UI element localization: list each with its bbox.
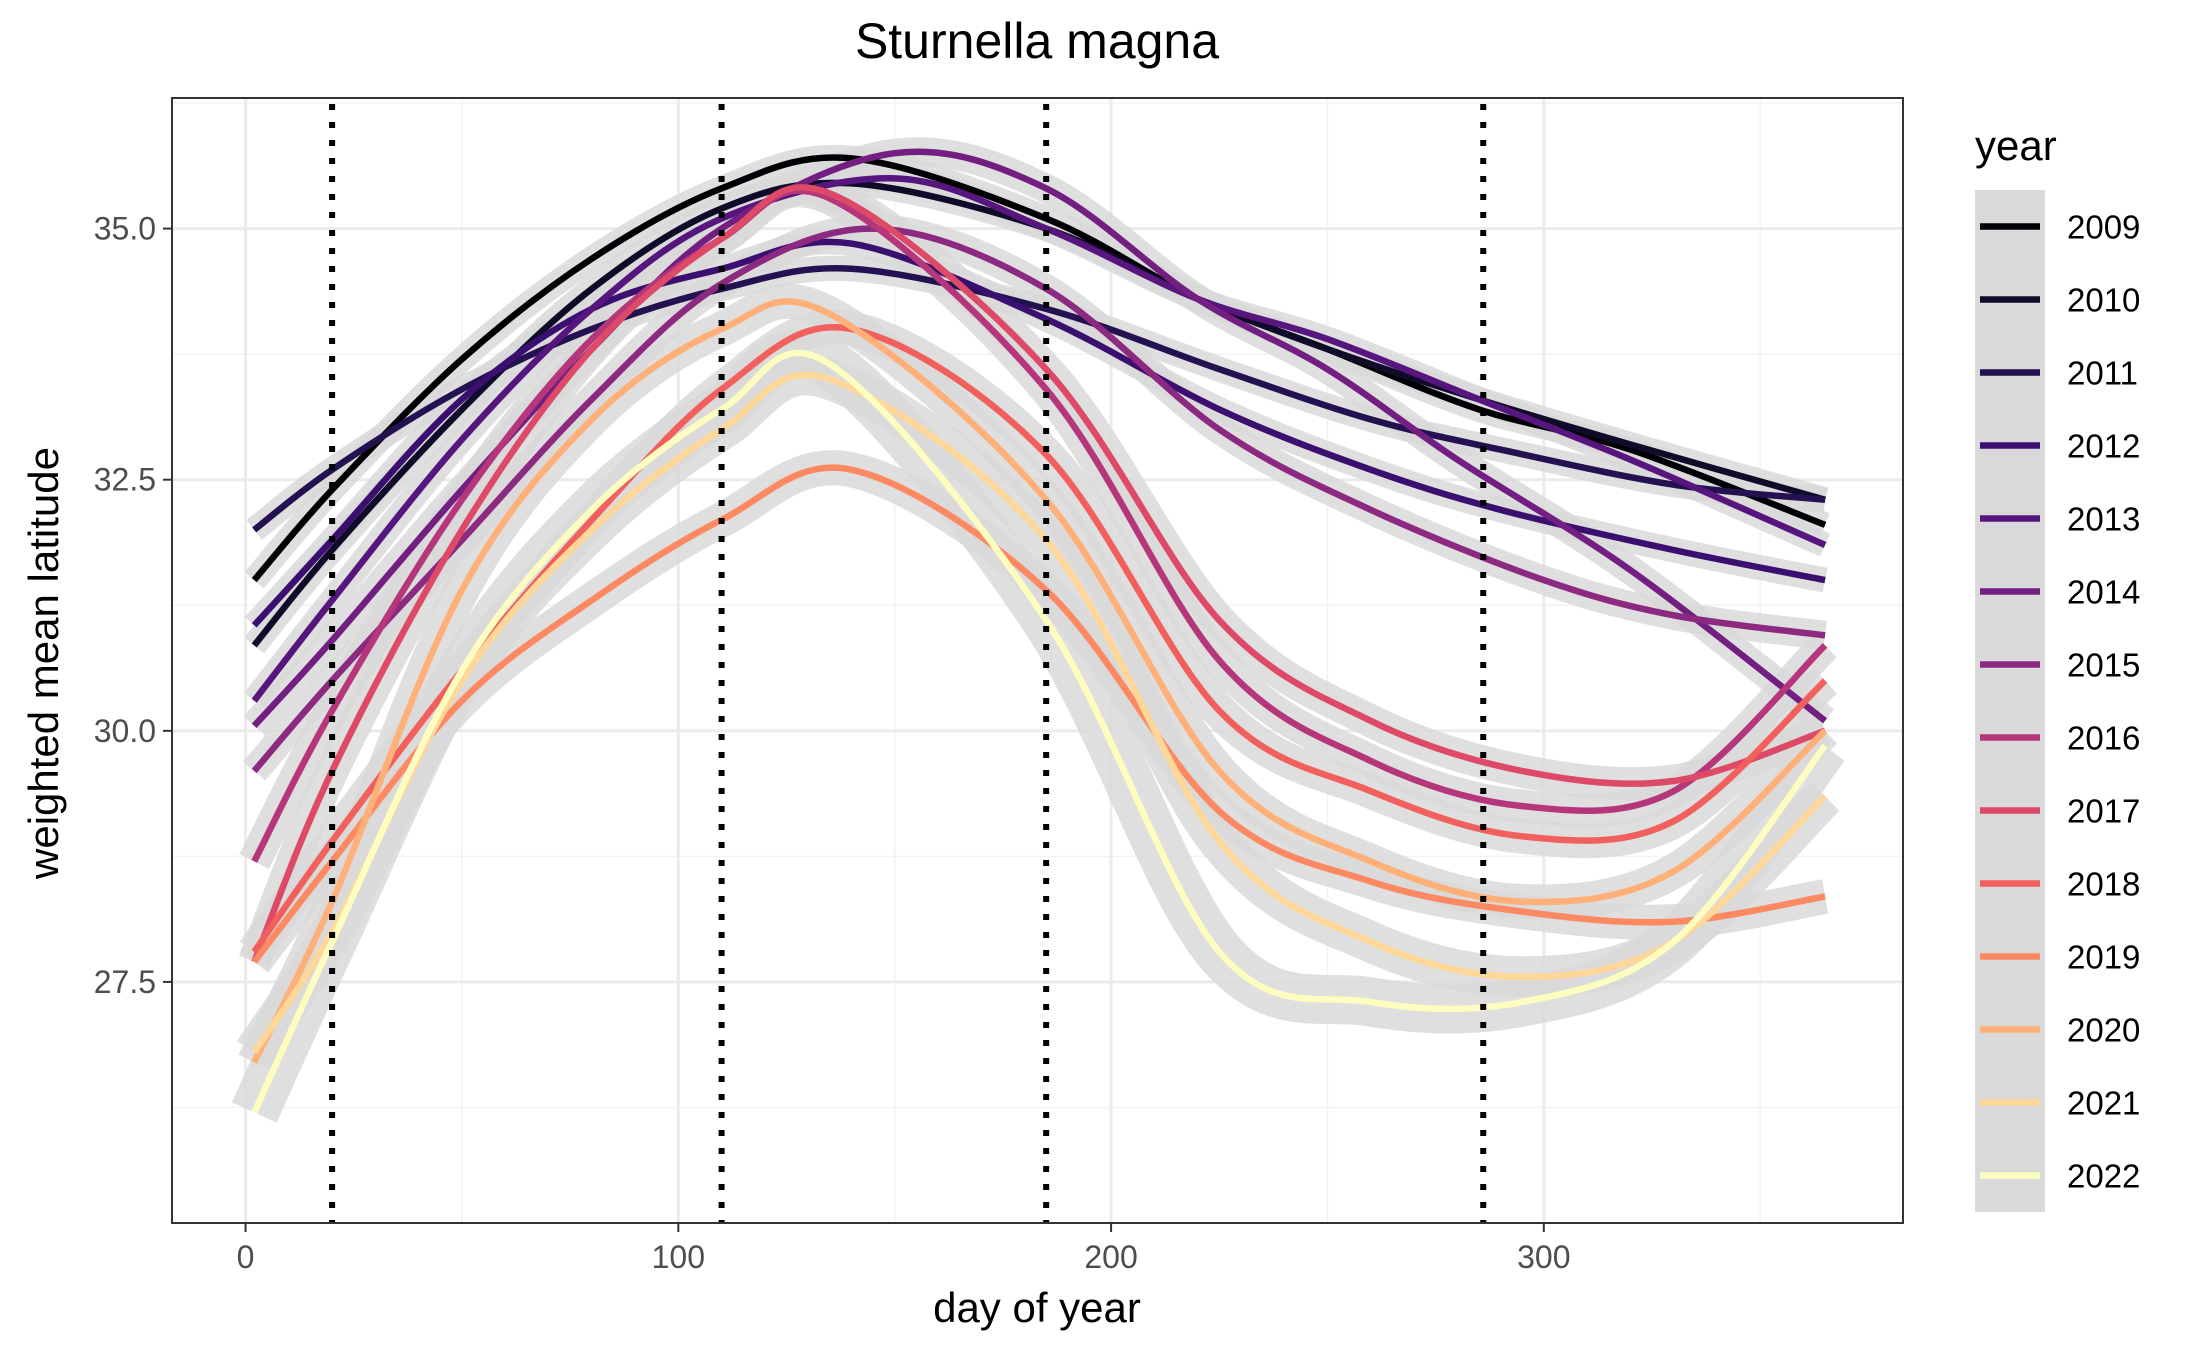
legend-label-2009: 2009 xyxy=(2067,209,2140,246)
legend: year 2009 2010 2011 2012 2013 2014 2015 2016 201… xyxy=(1975,122,2140,1212)
legend-label-2013: 2013 xyxy=(2067,501,2140,538)
plot-border xyxy=(171,97,1904,1224)
legend-label-2010: 2010 xyxy=(2067,282,2140,319)
series-lines xyxy=(251,148,1828,1114)
legend-label-2022: 2022 xyxy=(2067,1158,2140,1195)
axes: 0 100 200 300 27.5 30.0 32.5 35.0 xyxy=(94,211,1571,1275)
series-line-2016 xyxy=(251,187,1828,863)
series-line-2021 xyxy=(251,371,1828,1054)
x-tick-label: 0 xyxy=(237,1239,255,1275)
reference-lines xyxy=(329,104,1487,1223)
x-tick-label: 100 xyxy=(652,1239,705,1275)
y-tick-label: 30.0 xyxy=(94,713,156,749)
x-axis-label: day of year xyxy=(933,1284,1141,1331)
series-line-2019 xyxy=(251,464,1826,964)
legend-label-2011: 2011 xyxy=(2067,355,2138,392)
plot-area: 0 100 200 300 27.5 30.0 32.5 35.0 xyxy=(94,97,1904,1275)
x-tick-label: 200 xyxy=(1084,1239,1137,1275)
series-line-2009 xyxy=(251,154,1827,583)
legend-label-2012: 2012 xyxy=(2067,428,2140,465)
legend-label-2014: 2014 xyxy=(2067,574,2140,611)
legend-label-2021: 2021 xyxy=(2067,1085,2140,1122)
series-line-2022 xyxy=(251,349,1828,1114)
y-axis-label: weighted mean latitude xyxy=(20,447,67,880)
legend-label-2020: 2020 xyxy=(2067,1012,2140,1049)
legend-label-2017: 2017 xyxy=(2067,793,2140,830)
series-line-2013 xyxy=(251,175,1827,703)
series-line-2012 xyxy=(251,238,1826,628)
y-tick-label: 27.5 xyxy=(94,964,156,1000)
x-tick-label: 300 xyxy=(1517,1239,1570,1275)
series-line-2017 xyxy=(251,184,1827,964)
legend-title: year xyxy=(1975,122,2057,169)
legend-label-2015: 2015 xyxy=(2067,647,2140,684)
series-line-2015 xyxy=(251,225,1826,774)
y-tick-label: 35.0 xyxy=(94,211,156,247)
chart-title: Sturnella magna xyxy=(855,13,1219,69)
series-line-2020 xyxy=(251,298,1828,1064)
legend-label-2018: 2018 xyxy=(2067,866,2140,903)
y-tick-label: 32.5 xyxy=(94,462,156,498)
legend-band-swatch xyxy=(1975,190,2045,1212)
series-line-2014 xyxy=(251,148,1828,728)
legend-label-2019: 2019 xyxy=(2067,939,2140,976)
legend-label-2016: 2016 xyxy=(2067,720,2140,757)
